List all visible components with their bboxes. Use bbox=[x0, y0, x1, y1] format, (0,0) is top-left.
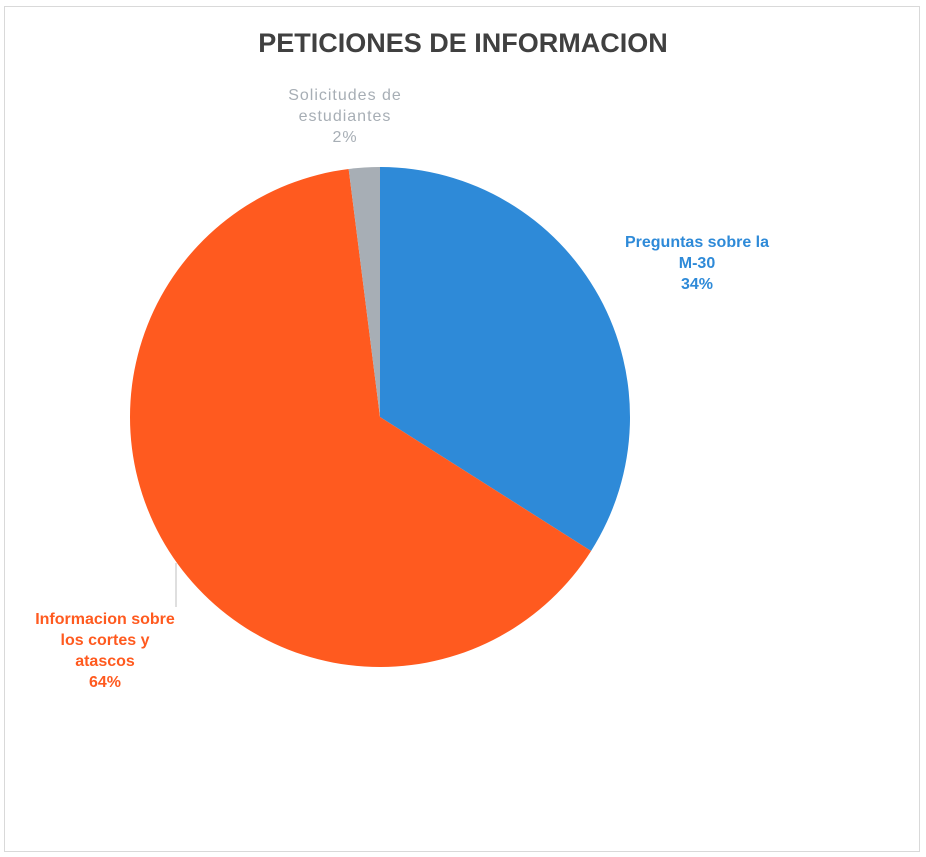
pie-slice bbox=[348, 167, 380, 417]
slice-name: Solicitudes de estudiantes bbox=[288, 87, 402, 125]
chart-title: PETICIONES DE INFORMACION bbox=[258, 28, 668, 58]
chart-frame bbox=[4, 6, 920, 852]
slice-name: Informacion sobre los cortes y atascos bbox=[35, 611, 175, 670]
pie-slice bbox=[380, 167, 630, 551]
slice-value: 34% bbox=[680, 276, 714, 293]
pie-slice bbox=[129, 168, 592, 668]
slice-label: Preguntas sobre la M-30 34% bbox=[617, 232, 777, 295]
slice-name: Preguntas sobre la M-30 bbox=[624, 234, 770, 272]
slice-label: Solicitudes de estudiantes 2% bbox=[278, 85, 413, 148]
slice-value: 2% bbox=[332, 129, 358, 146]
slice-label: Informacion sobre los cortes y atascos 64… bbox=[31, 609, 179, 693]
slice-value: 64% bbox=[88, 674, 122, 691]
